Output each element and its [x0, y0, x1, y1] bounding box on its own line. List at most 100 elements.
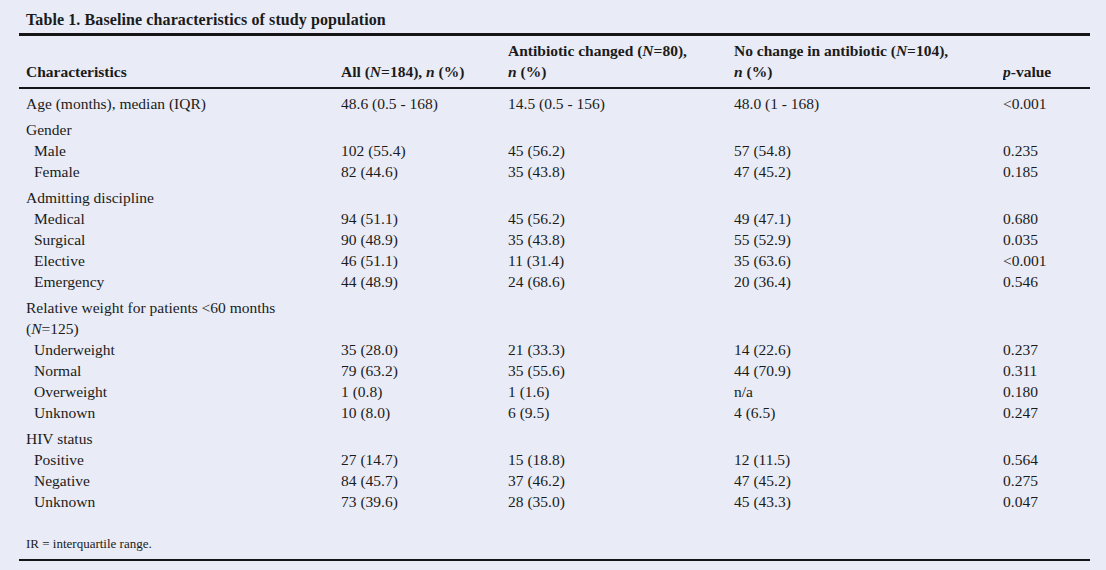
- cell-pvalue: 0.564: [1003, 449, 1090, 470]
- cell-all: 79 (63.2): [341, 360, 508, 381]
- cell-nochange: 47 (45.2): [734, 470, 1003, 491]
- bottom-divider: [19, 559, 1090, 561]
- cell-nochange: 44 (70.9): [734, 360, 1003, 381]
- cell-all: 73 (39.6): [341, 491, 508, 512]
- cell-nochange: 12 (11.5): [734, 449, 1003, 470]
- column-header-no-change: No change in antibiotic (N=104), n (%): [734, 36, 1003, 88]
- column-header-characteristics: Characteristics: [19, 36, 341, 88]
- cell-changed: 37 (46.2): [508, 470, 734, 491]
- cell-nochange: 47 (45.2): [734, 161, 1003, 182]
- row-label: Elective: [19, 250, 341, 271]
- column-header-all: All (N=184), n (%): [341, 36, 508, 88]
- table-row: Positive 27 (14.7) 15 (18.8) 12 (11.5) 0…: [19, 449, 1090, 470]
- cell-nochange: n/a: [734, 381, 1003, 402]
- cell-changed: 21 (33.3): [508, 339, 734, 360]
- row-label: Overweight: [19, 381, 341, 402]
- group-label: Relative weight for patients <60 months …: [19, 292, 1090, 339]
- table-row: Unknown 73 (39.6) 28 (35.0) 45 (43.3) 0.…: [19, 491, 1090, 512]
- table-title: Table 1. Baseline characteristics of stu…: [26, 11, 1090, 29]
- cell-nochange: 4 (6.5): [734, 402, 1003, 423]
- baseline-characteristics-table: Characteristics All (N=184), n (%) Antib…: [19, 36, 1090, 512]
- table-row: Female 82 (44.6) 35 (43.8) 47 (45.2) 0.1…: [19, 161, 1090, 182]
- row-label: Surgical: [19, 229, 341, 250]
- column-header-antibiotic-changed: Antibiotic changed (N=80), n (%): [508, 36, 734, 88]
- table-row: Surgical 90 (48.9) 35 (43.8) 55 (52.9) 0…: [19, 229, 1090, 250]
- cell-pvalue: 0.185: [1003, 161, 1090, 182]
- cell-nochange: 57 (54.8): [734, 140, 1003, 161]
- cell-changed: 35 (43.8): [508, 161, 734, 182]
- cell-pvalue: 0.235: [1003, 140, 1090, 161]
- cell-nochange: 49 (47.1): [734, 208, 1003, 229]
- cell-pvalue: 0.035: [1003, 229, 1090, 250]
- cell-changed: 6 (9.5): [508, 402, 734, 423]
- cell-all: 48.6 (0.5 - 168): [341, 88, 508, 114]
- cell-nochange: 20 (36.4): [734, 271, 1003, 292]
- cell-all: 102 (55.4): [341, 140, 508, 161]
- table-row: Negative 84 (45.7) 37 (46.2) 47 (45.2) 0…: [19, 470, 1090, 491]
- group-label: Gender: [19, 114, 1090, 140]
- header-row: Characteristics All (N=184), n (%) Antib…: [19, 36, 1090, 88]
- row-label: Male: [19, 140, 341, 161]
- cell-changed: 28 (35.0): [508, 491, 734, 512]
- cell-all: 94 (51.1): [341, 208, 508, 229]
- table-row: Emergency 44 (48.9) 24 (68.6) 20 (36.4) …: [19, 271, 1090, 292]
- table-row: Age (months), median (IQR) 48.6 (0.5 - 1…: [19, 88, 1090, 114]
- table-row: Medical 94 (51.1) 45 (56.2) 49 (47.1) 0.…: [19, 208, 1090, 229]
- group-header-row: Admitting discipline: [19, 182, 1090, 208]
- row-label: Negative: [19, 470, 341, 491]
- column-header-pvalue: p-value: [1003, 36, 1090, 88]
- cell-all: 1 (0.8): [341, 381, 508, 402]
- cell-pvalue: 0.247: [1003, 402, 1090, 423]
- row-label: Emergency: [19, 271, 341, 292]
- row-label: Unknown: [19, 402, 341, 423]
- cell-changed: 14.5 (0.5 - 156): [508, 88, 734, 114]
- cell-nochange: 55 (52.9): [734, 229, 1003, 250]
- cell-all: 10 (8.0): [341, 402, 508, 423]
- group-header-row: HIV status: [19, 423, 1090, 449]
- table-row: Normal 79 (63.2) 35 (55.6) 44 (70.9) 0.3…: [19, 360, 1090, 381]
- group-label: Admitting discipline: [19, 182, 1090, 208]
- cell-changed: 45 (56.2): [508, 208, 734, 229]
- cell-all: 44 (48.9): [341, 271, 508, 292]
- cell-changed: 35 (55.6): [508, 360, 734, 381]
- cell-nochange: 14 (22.6): [734, 339, 1003, 360]
- cell-pvalue: 0.680: [1003, 208, 1090, 229]
- table-row: Elective 46 (51.1) 11 (31.4) 35 (63.6) <…: [19, 250, 1090, 271]
- cell-changed: 35 (43.8): [508, 229, 734, 250]
- cell-pvalue: 0.311: [1003, 360, 1090, 381]
- cell-pvalue: 0.275: [1003, 470, 1090, 491]
- row-label: Medical: [19, 208, 341, 229]
- table-row: Unknown 10 (8.0) 6 (9.5) 4 (6.5) 0.247: [19, 402, 1090, 423]
- table-footnote: IR = interquartile range.: [26, 536, 1090, 552]
- row-label: Age (months), median (IQR): [19, 88, 341, 114]
- group-header-row: Gender: [19, 114, 1090, 140]
- cell-all: 90 (48.9): [341, 229, 508, 250]
- row-label: Underweight: [19, 339, 341, 360]
- cell-nochange: 48.0 (1 - 168): [734, 88, 1003, 114]
- cell-pvalue: 0.180: [1003, 381, 1090, 402]
- paper-table-page: Table 1. Baseline characteristics of stu…: [0, 0, 1106, 570]
- cell-all: 35 (28.0): [341, 339, 508, 360]
- table-row: Underweight 35 (28.0) 21 (33.3) 14 (22.6…: [19, 339, 1090, 360]
- cell-changed: 11 (31.4): [508, 250, 734, 271]
- cell-changed: 45 (56.2): [508, 140, 734, 161]
- cell-all: 82 (44.6): [341, 161, 508, 182]
- cell-changed: 1 (1.6): [508, 381, 734, 402]
- group-label: HIV status: [19, 423, 1090, 449]
- cell-changed: 24 (68.6): [508, 271, 734, 292]
- cell-pvalue: 0.546: [1003, 271, 1090, 292]
- row-label: Normal: [19, 360, 341, 381]
- cell-nochange: 45 (43.3): [734, 491, 1003, 512]
- row-label: Positive: [19, 449, 341, 470]
- cell-nochange: 35 (63.6): [734, 250, 1003, 271]
- cell-pvalue: <0.001: [1003, 250, 1090, 271]
- group-header-row: Relative weight for patients <60 months …: [19, 292, 1090, 339]
- table-row: Overweight 1 (0.8) 1 (1.6) n/a 0.180: [19, 381, 1090, 402]
- cell-pvalue: 0.047: [1003, 491, 1090, 512]
- cell-all: 27 (14.7): [341, 449, 508, 470]
- row-label: Female: [19, 161, 341, 182]
- table-row: Male 102 (55.4) 45 (56.2) 57 (54.8) 0.23…: [19, 140, 1090, 161]
- cell-pvalue: 0.237: [1003, 339, 1090, 360]
- cell-all: 84 (45.7): [341, 470, 508, 491]
- row-label: Unknown: [19, 491, 341, 512]
